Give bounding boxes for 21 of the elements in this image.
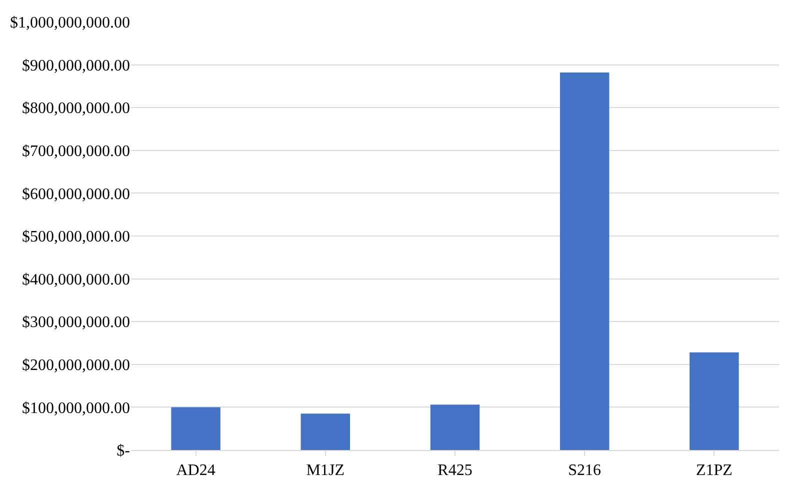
- y-tick-label: $200,000,000.00: [22, 357, 130, 374]
- bar: [690, 352, 739, 450]
- y-tick-label: $400,000,000.00: [22, 271, 130, 288]
- y-tick-label: $100,000,000.00: [22, 400, 130, 417]
- y-tick-label: $500,000,000.00: [22, 228, 130, 246]
- bar: [560, 72, 610, 450]
- x-tick-label: R425: [438, 462, 472, 480]
- y-tick-label: $1,000,000,000.00: [10, 14, 130, 32]
- bar: [171, 407, 220, 450]
- y-tick-label: $600,000,000.00: [22, 186, 130, 203]
- y-tick-label: $-: [116, 442, 130, 460]
- x-tick-label: AD24: [176, 462, 216, 480]
- y-tick-label: $800,000,000.00: [22, 100, 130, 118]
- bar: [300, 414, 350, 450]
- y-tick-label: $900,000,000.00: [22, 57, 130, 74]
- y-tick-label: $700,000,000.00: [22, 143, 130, 160]
- x-tick-label: M1JZ: [306, 462, 345, 480]
- x-tick-label: S216: [568, 462, 602, 480]
- x-tick-label: Z1PZ: [696, 462, 732, 480]
- y-tick-label: $300,000,000.00: [22, 314, 130, 332]
- bar: [430, 404, 480, 450]
